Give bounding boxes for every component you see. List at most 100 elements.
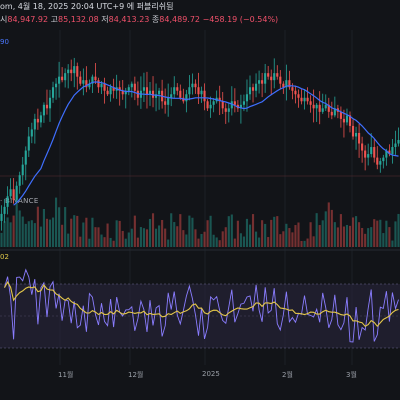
volume-bar (45, 218, 49, 247)
candle-body (312, 104, 315, 109)
oscillator-label[interactable]: 02 (0, 253, 9, 261)
candle-body (348, 115, 352, 126)
x-axis-label-mar: 3월 (346, 371, 357, 379)
volume-bar (397, 213, 400, 247)
candle-body (376, 157, 379, 165)
volume-bar (200, 233, 203, 247)
volume-bar (342, 226, 345, 247)
candle-body (109, 87, 112, 95)
volume-bar (294, 225, 297, 247)
volume-bar (136, 237, 139, 247)
candle-body (391, 147, 394, 155)
candle-body (242, 101, 245, 105)
volume-bar (230, 214, 233, 247)
volume-bar (212, 234, 215, 247)
volume-bar (330, 209, 333, 247)
candle-body (76, 66, 79, 77)
volume-bar (255, 231, 258, 247)
volume-bar (264, 223, 267, 247)
volume-bar (167, 239, 170, 247)
oscillator-signal-line (4, 280, 399, 328)
candle-body (179, 90, 182, 98)
volume-bar (221, 231, 224, 247)
volume-bar (161, 219, 164, 247)
volume-bar (121, 230, 124, 247)
publish-info: om, 4월 18, 2025 20:04 UTC+9 에 퍼블리쉬됨 (0, 2, 174, 11)
volume-bar (39, 226, 42, 247)
candle-body (358, 132, 361, 144)
volume-bar (233, 238, 236, 247)
candle-body (21, 164, 24, 176)
candle-body (385, 150, 388, 158)
candle-body (224, 108, 227, 112)
open-value: 84,947.92 (7, 15, 49, 24)
candle-body (388, 150, 391, 155)
volume-bar (224, 227, 227, 247)
candle-body (3, 206, 6, 214)
candle-body (285, 80, 288, 88)
volume-bar (279, 234, 282, 247)
volume-bar (297, 222, 300, 247)
ma-indicator-label[interactable]: 90 (0, 38, 9, 46)
candle-body (73, 66, 76, 74)
volume-bar (0, 232, 3, 247)
candle-body (251, 87, 255, 91)
volume-bar (58, 207, 61, 247)
volume-bar (64, 207, 67, 247)
volume-bar (285, 223, 288, 247)
volume-bar (306, 238, 309, 247)
candle-body (209, 104, 212, 109)
close-value: 84,489.72 (159, 15, 201, 24)
volume-bar (139, 227, 142, 247)
volume-bar (109, 237, 112, 247)
volume-bar (345, 224, 349, 247)
volume-bar (373, 219, 376, 247)
candle-body (373, 147, 376, 158)
candle-body (30, 129, 33, 137)
low-value: 84,413.23 (108, 15, 150, 24)
candle-body (61, 76, 64, 81)
open-label: 시 (0, 15, 8, 24)
candle-body (276, 73, 279, 77)
volume-bar (339, 214, 342, 247)
volume-bar (55, 197, 58, 247)
volume-bar (9, 222, 12, 247)
volume-bar (94, 227, 97, 247)
candle-body (15, 185, 18, 200)
candle-body (397, 140, 400, 144)
candle-body (142, 87, 145, 91)
candle-body (0, 213, 3, 221)
candle-body (206, 101, 209, 109)
volume-bar (300, 240, 303, 247)
volume-bar (127, 232, 130, 247)
volume-bar (367, 228, 370, 247)
volume-bar (258, 237, 261, 247)
candle-body (94, 76, 97, 81)
candle-body (248, 87, 252, 95)
volume-bar (327, 202, 330, 247)
candle-body (185, 94, 188, 102)
volume-bar (282, 231, 285, 247)
volume-bar (197, 238, 200, 247)
volume-bar (336, 227, 339, 247)
candle-body (239, 104, 242, 109)
candle-body (306, 97, 309, 102)
volume-bar (358, 222, 361, 247)
candles (0, 57, 400, 231)
volume-bar (170, 213, 173, 247)
volume-bar (155, 228, 158, 247)
candle-body (151, 90, 155, 98)
volume-bar (79, 236, 82, 247)
volume-bar (145, 229, 149, 247)
volume-bar (30, 220, 33, 247)
volume-bar (239, 233, 242, 247)
candle-body (70, 69, 73, 74)
volume-bar (15, 195, 18, 247)
candle-body (91, 76, 94, 84)
volume-bar (309, 222, 312, 247)
volume-bar (203, 231, 206, 247)
candle-body (124, 90, 127, 95)
volume-bar (333, 222, 336, 247)
candle-body (176, 87, 179, 91)
